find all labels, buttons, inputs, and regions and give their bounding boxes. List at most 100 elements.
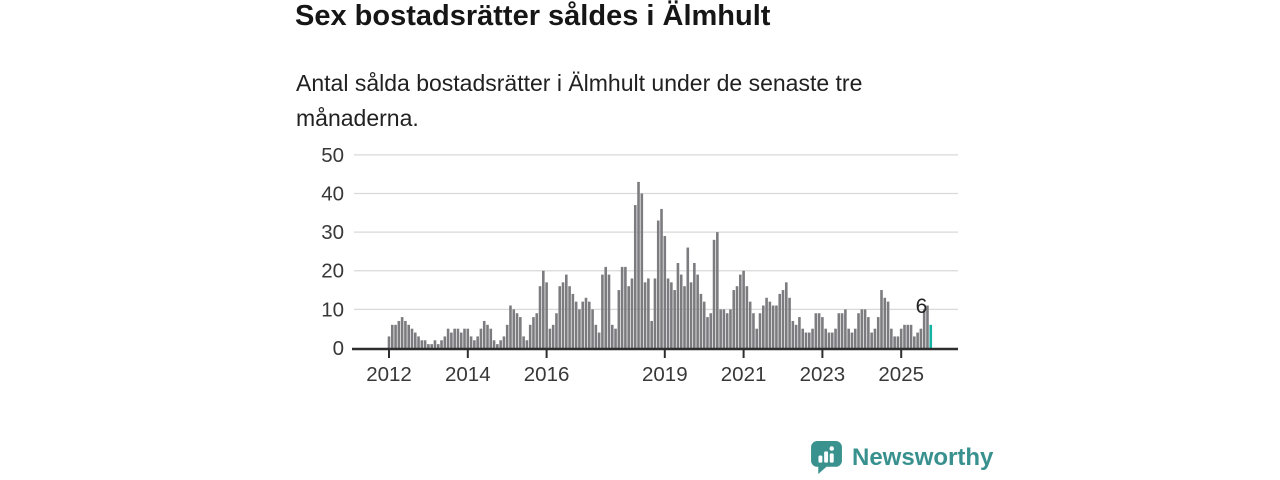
bar — [630, 278, 634, 348]
bar — [745, 286, 749, 348]
brand-name: Newsworthy — [852, 443, 994, 471]
bar — [420, 340, 424, 348]
bar — [752, 313, 755, 348]
bar — [571, 293, 575, 348]
bar — [686, 247, 690, 348]
bar — [538, 286, 542, 348]
bar — [732, 290, 736, 348]
bar — [870, 332, 873, 348]
bar — [620, 266, 624, 348]
bar — [742, 270, 745, 348]
bar — [499, 340, 502, 348]
bar — [771, 305, 775, 348]
bar — [568, 286, 571, 348]
bar — [637, 181, 640, 348]
bar — [821, 317, 824, 348]
newsworthy-logo: Newsworthy — [810, 440, 993, 475]
bar — [798, 317, 801, 348]
bar — [578, 309, 581, 348]
bar — [482, 320, 486, 348]
bar — [440, 340, 443, 348]
bar — [397, 320, 401, 348]
logo-dot — [829, 446, 835, 451]
bar — [778, 293, 782, 348]
bar — [463, 328, 466, 348]
bar — [906, 324, 910, 348]
bar — [880, 290, 883, 348]
bar — [430, 344, 433, 348]
bar — [476, 336, 479, 348]
bar — [601, 274, 604, 348]
y-axis-tick-label: 30 — [321, 221, 344, 244]
bar — [650, 320, 653, 348]
bar — [604, 266, 607, 348]
bar — [473, 340, 476, 348]
x-axis-tick-label: 2016 — [524, 363, 570, 386]
bar — [913, 336, 916, 348]
bar — [676, 263, 680, 348]
bar — [663, 235, 667, 348]
bar — [893, 336, 896, 348]
bar — [535, 313, 539, 348]
bar — [719, 309, 722, 348]
bar — [581, 301, 585, 348]
x-axis-tick-label: 2025 — [878, 363, 924, 386]
bar — [390, 324, 394, 348]
bar — [607, 274, 611, 348]
bar — [548, 328, 552, 348]
bar — [459, 332, 463, 348]
bar — [784, 282, 788, 348]
logo-bar-small — [818, 455, 823, 463]
sales-bar-chart: 0 10 20 30 40 50 2012 2014 2016 2019 2021 2023 2025 6 — [321, 144, 958, 386]
bar — [725, 313, 729, 348]
bar — [722, 309, 726, 348]
bar — [755, 328, 759, 348]
bar — [443, 336, 447, 348]
bar — [545, 282, 548, 348]
bar — [627, 286, 630, 348]
bar — [542, 270, 545, 348]
bar — [762, 305, 765, 348]
bar — [624, 266, 627, 348]
bar — [423, 340, 427, 348]
bar — [453, 328, 456, 348]
bar — [417, 336, 420, 348]
bar — [689, 282, 693, 348]
bar — [643, 282, 647, 348]
bar — [410, 328, 414, 348]
chart-subtitle: Antal sålda bostadsrätter i Älmhult unde… — [296, 70, 863, 131]
bar — [528, 324, 532, 348]
y-axis-tick-label: 50 — [321, 144, 344, 167]
bar — [729, 309, 732, 348]
bar — [400, 317, 404, 348]
bar — [765, 297, 768, 348]
bar — [696, 274, 699, 348]
bar — [748, 301, 752, 348]
bar — [712, 239, 716, 348]
bar — [436, 344, 440, 348]
y-axis-tick-label: 20 — [321, 260, 344, 283]
bar — [532, 317, 535, 348]
bar — [837, 313, 841, 348]
bar — [801, 328, 804, 348]
bar — [469, 336, 473, 348]
bar — [840, 313, 844, 348]
bar — [489, 328, 493, 348]
bar — [496, 344, 499, 348]
bar — [561, 282, 565, 348]
bar — [633, 205, 637, 348]
y-axis-tick-label: 40 — [321, 182, 344, 205]
bar — [551, 324, 555, 348]
bar — [492, 340, 496, 348]
logo-bar-medium — [824, 451, 829, 463]
bar — [699, 293, 703, 348]
bar — [584, 297, 588, 348]
bar — [505, 324, 509, 348]
bar — [617, 290, 621, 348]
page-title: Sex bostadsrätter såldes i Älmhult — [295, 0, 771, 32]
bar — [853, 328, 857, 348]
bar — [807, 332, 811, 348]
last-value-annotation: 6 — [916, 295, 928, 318]
bar — [479, 328, 483, 348]
